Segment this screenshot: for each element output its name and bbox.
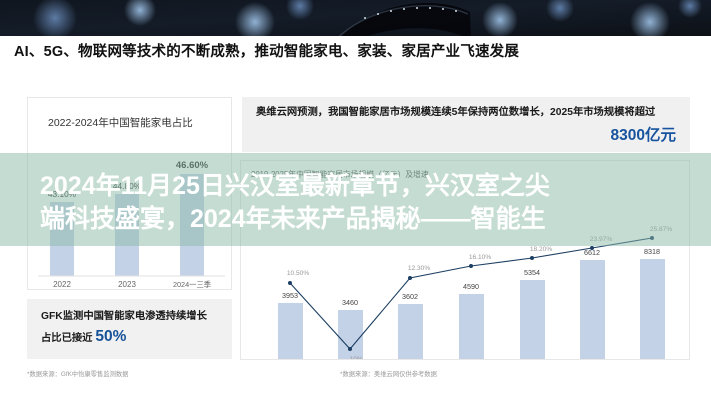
svg-text:5354: 5354 — [524, 268, 540, 277]
svg-text:10.50%: 10.50% — [287, 270, 310, 277]
svg-text:16.10%: 16.10% — [469, 254, 492, 261]
svg-text:2022: 2022 — [53, 280, 71, 289]
svg-text:12.30%: 12.30% — [408, 265, 431, 272]
svg-text:8318: 8318 — [644, 247, 660, 256]
svg-text:3602: 3602 — [402, 292, 418, 301]
svg-text:-10%: -10% — [347, 356, 363, 360]
svg-text:2024一三季: 2024一三季 — [173, 280, 212, 289]
svg-text:18.20%: 18.20% — [530, 246, 553, 253]
svg-text:2023: 2023 — [118, 280, 136, 289]
svg-text:3953: 3953 — [282, 291, 298, 300]
svg-text:3460: 3460 — [342, 298, 358, 307]
svg-text:4590: 4590 — [463, 282, 479, 291]
